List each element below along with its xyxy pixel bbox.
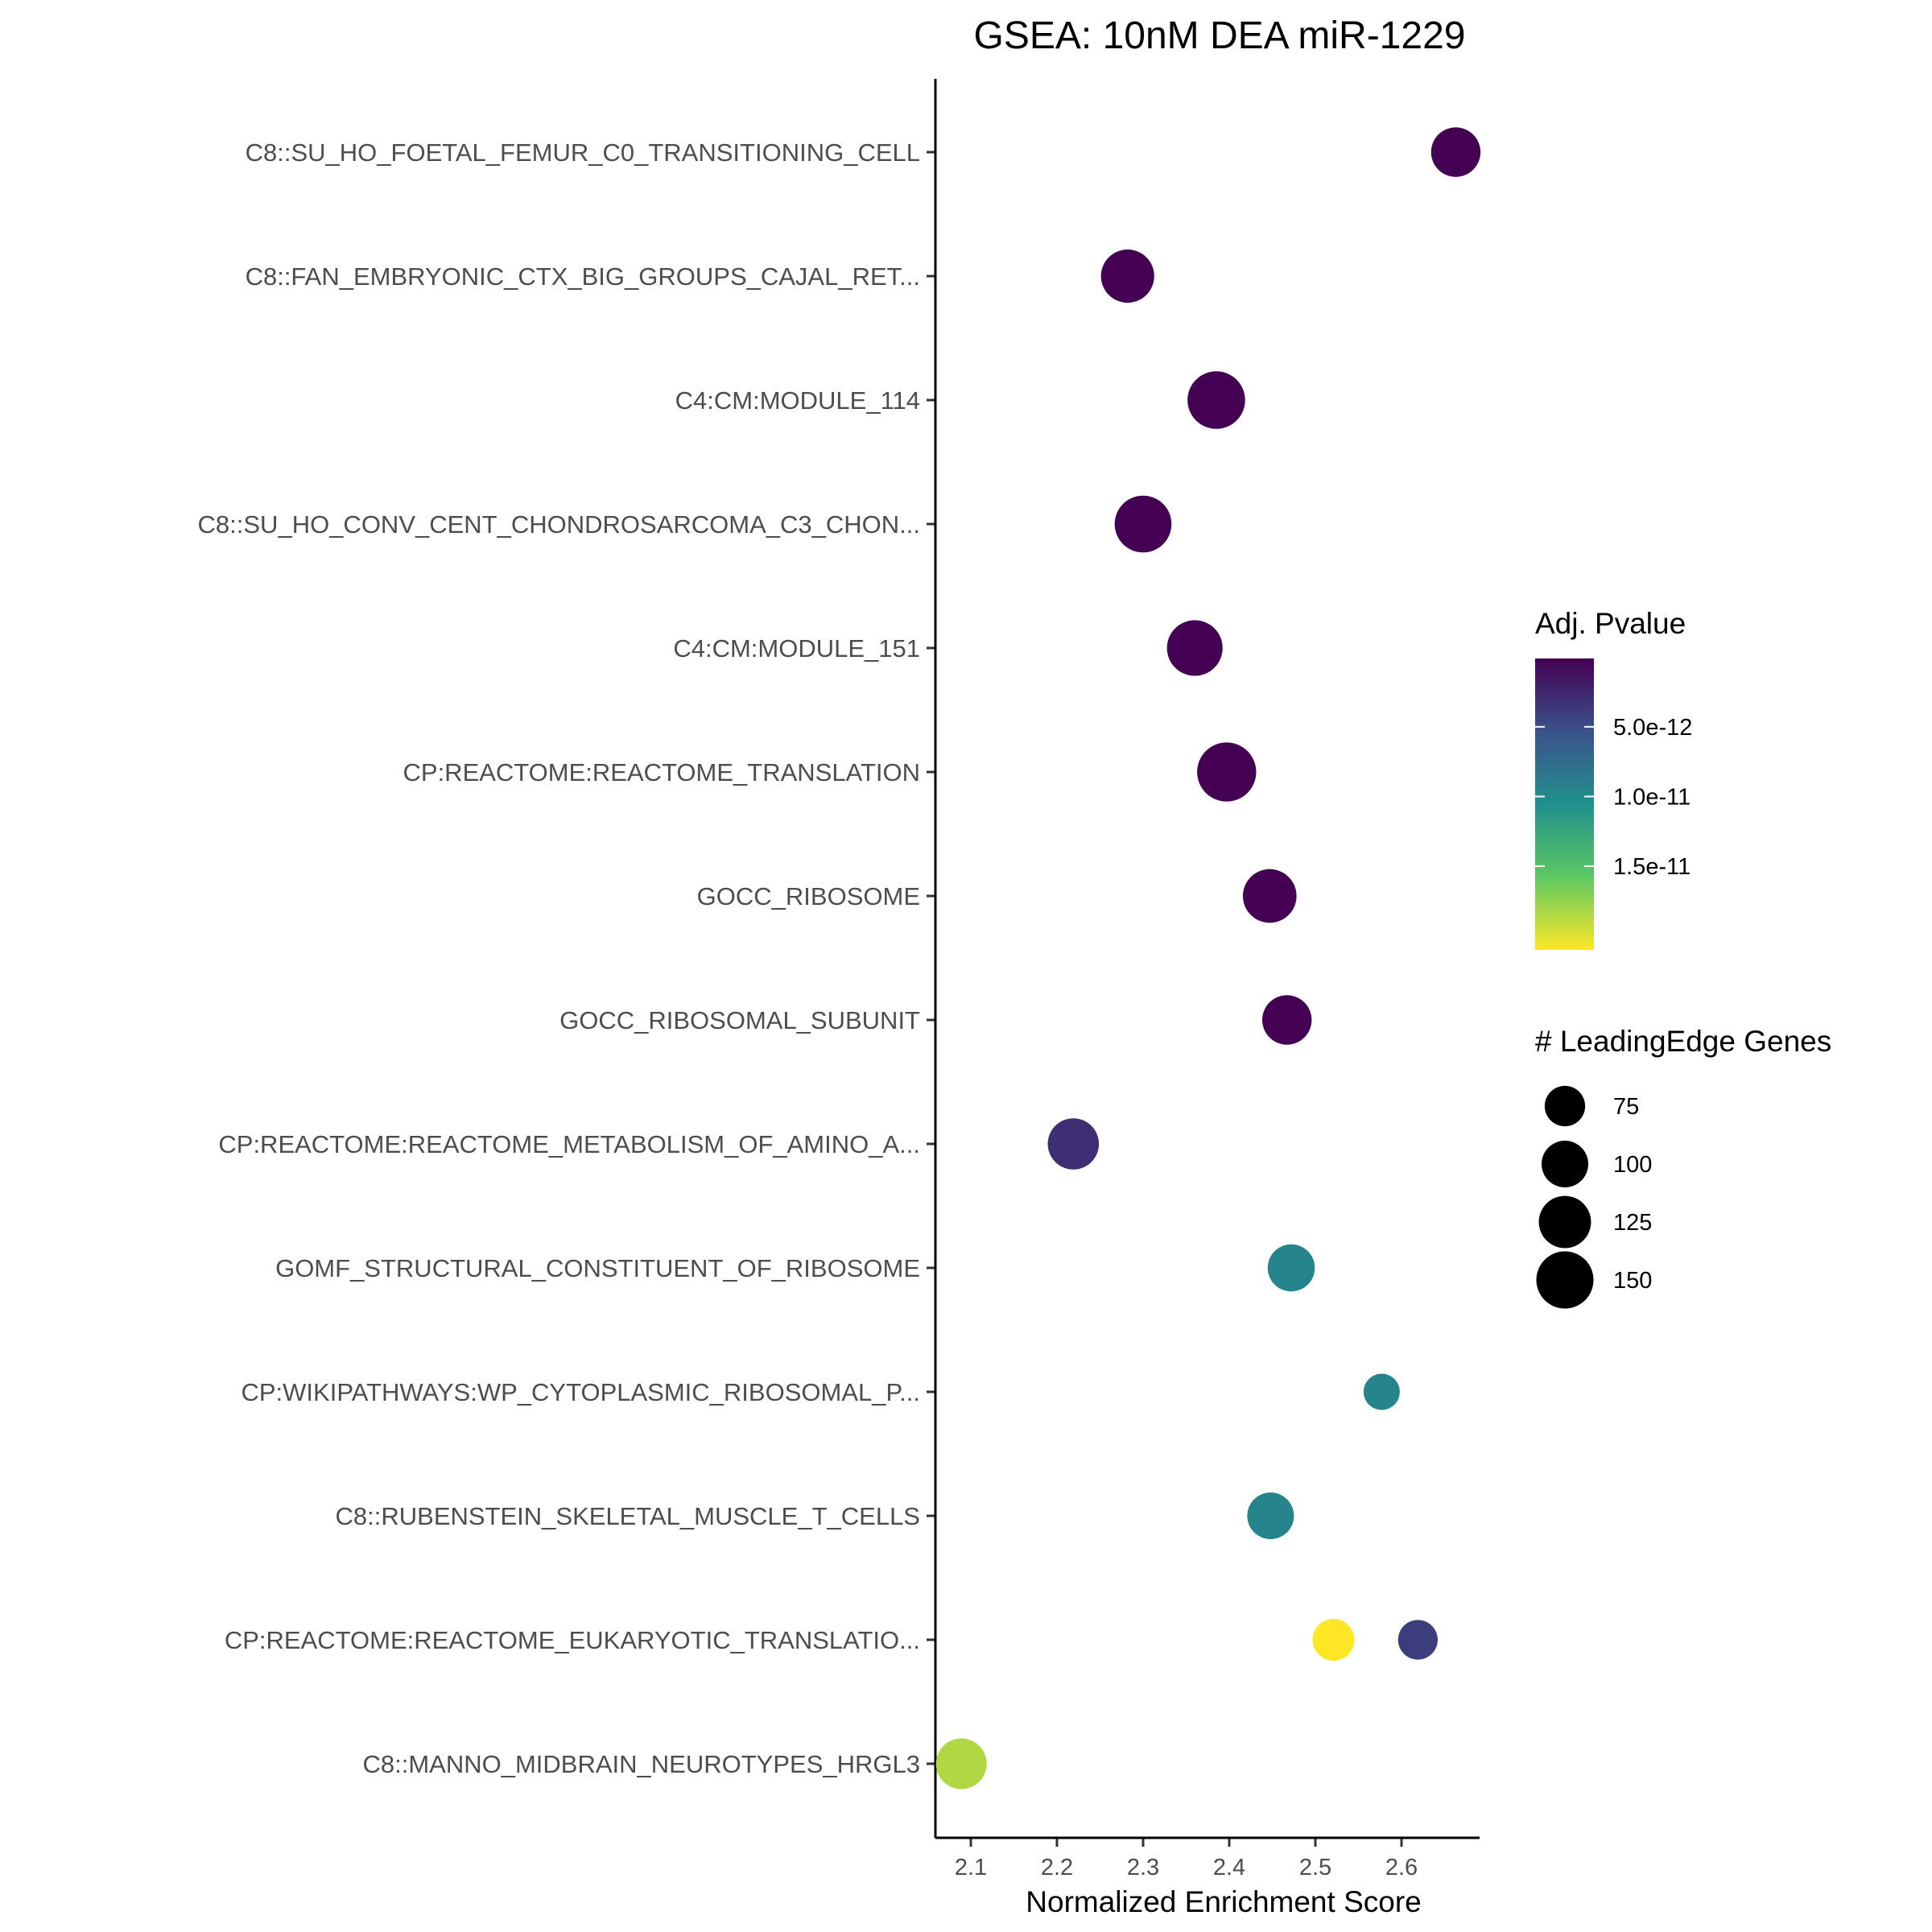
x-tick-label: 2.3 [1127,1855,1159,1880]
y-tick-label: C8::FAN_EMBRYONIC_CTX_BIG_GROUPS_CAJAL_R… [246,262,920,291]
data-point [1197,742,1257,802]
size-legend-label: 150 [1613,1268,1652,1294]
x-tick-label: 2.6 [1385,1855,1418,1880]
x-axis-labels: 2.1 2.2 2.3 2.4 2.5 2.6 [955,1855,1418,1880]
color-legend-bar [1535,658,1594,950]
x-tick-label: 2.4 [1213,1855,1245,1880]
data-point [1187,371,1245,429]
size-legend-title: # LeadingEdge Genes [1535,1025,1831,1058]
size-legend-dot [1538,1195,1591,1249]
size-legend-label: 125 [1613,1210,1652,1236]
data-point [1047,1118,1100,1170]
data-point [1261,995,1312,1045]
y-tick-label: C4:CM:MODULE_151 [673,634,920,663]
y-axis-ticks [927,151,935,1765]
y-tick-label: CP:REACTOME:REACTOME_METABOLISM_OF_AMINO… [218,1130,920,1158]
y-tick-label: CP:WIKIPATHWAYS:WP_CYTOPLASMIC_RIBOSOMAL… [241,1378,920,1406]
color-legend-label: 5.0e-12 [1613,715,1692,741]
y-tick-label: C8::SU_HO_CONV_CENT_CHONDROSARCOMA_C3_CH… [198,510,920,539]
x-tick-label: 2.2 [1041,1855,1073,1880]
size-legend-entries: 75 100 125 150 [1536,1085,1652,1309]
data-point [1430,127,1481,177]
data-points [935,127,1481,1790]
size-legend: # LeadingEdge Genes 75 100 125 150 [1535,1025,1831,1309]
chart-title: GSEA: 10nM DEA miR-1229 [974,14,1466,57]
data-point [1312,1619,1355,1661]
color-legend: Adj. Pvalue 5.0e-12 1.0e-11 1.5e-11 [1535,607,1692,950]
y-tick-label: C8::SU_HO_FOETAL_FEMUR_C0_TRANSITIONING_… [246,138,920,167]
data-point [1397,1620,1438,1660]
data-point [935,1738,987,1790]
color-legend-ticks: 5.0e-12 1.0e-11 1.5e-11 [1535,715,1692,880]
size-legend-dot [1544,1085,1586,1127]
y-tick-label: C8::MANNO_MIDBRAIN_NEUROTYPES_HRGL3 [363,1750,921,1778]
x-axis-ticks [969,1838,1403,1847]
x-tick-label: 2.1 [955,1855,987,1880]
y-tick-label: C8::RUBENSTEIN_SKELETAL_MUSCLE_T_CELLS [336,1502,920,1530]
y-tick-label: C4:CM:MODULE_114 [675,386,920,415]
data-point [1247,1492,1294,1539]
y-tick-label: CP:REACTOME:REACTOME_TRANSLATION [403,758,921,786]
data-point [1242,869,1297,923]
y-tick-label: GOCC_RIBOSOMAL_SUBUNIT [559,1006,920,1034]
y-tick-label: GOMF_STRUCTURAL_CONSTITUENT_OF_RIBOSOME [275,1254,920,1282]
y-tick-label: GOCC_RIBOSOME [697,882,920,910]
data-point [1114,495,1172,553]
data-point [1166,620,1223,676]
color-legend-title: Adj. Pvalue [1535,607,1686,640]
data-point [1100,249,1154,303]
color-legend-label: 1.5e-11 [1613,854,1690,880]
color-legend-label: 1.0e-11 [1613,784,1690,810]
data-point [1363,1373,1400,1410]
x-tick-label: 2.5 [1299,1855,1331,1880]
size-legend-dot [1536,1251,1594,1309]
y-tick-label: CP:REACTOME:REACTOME_EUKARYOTIC_TRANSLAT… [225,1626,920,1654]
x-axis-title: Normalized Enrichment Score [1026,1885,1421,1918]
size-legend-dot [1542,1141,1588,1187]
size-legend-label: 75 [1613,1094,1639,1120]
y-axis-labels: C8::SU_HO_FOETAL_FEMUR_C0_TRANSITIONING_… [198,138,921,1778]
size-legend-label: 100 [1613,1152,1652,1178]
data-point [1267,1244,1315,1292]
